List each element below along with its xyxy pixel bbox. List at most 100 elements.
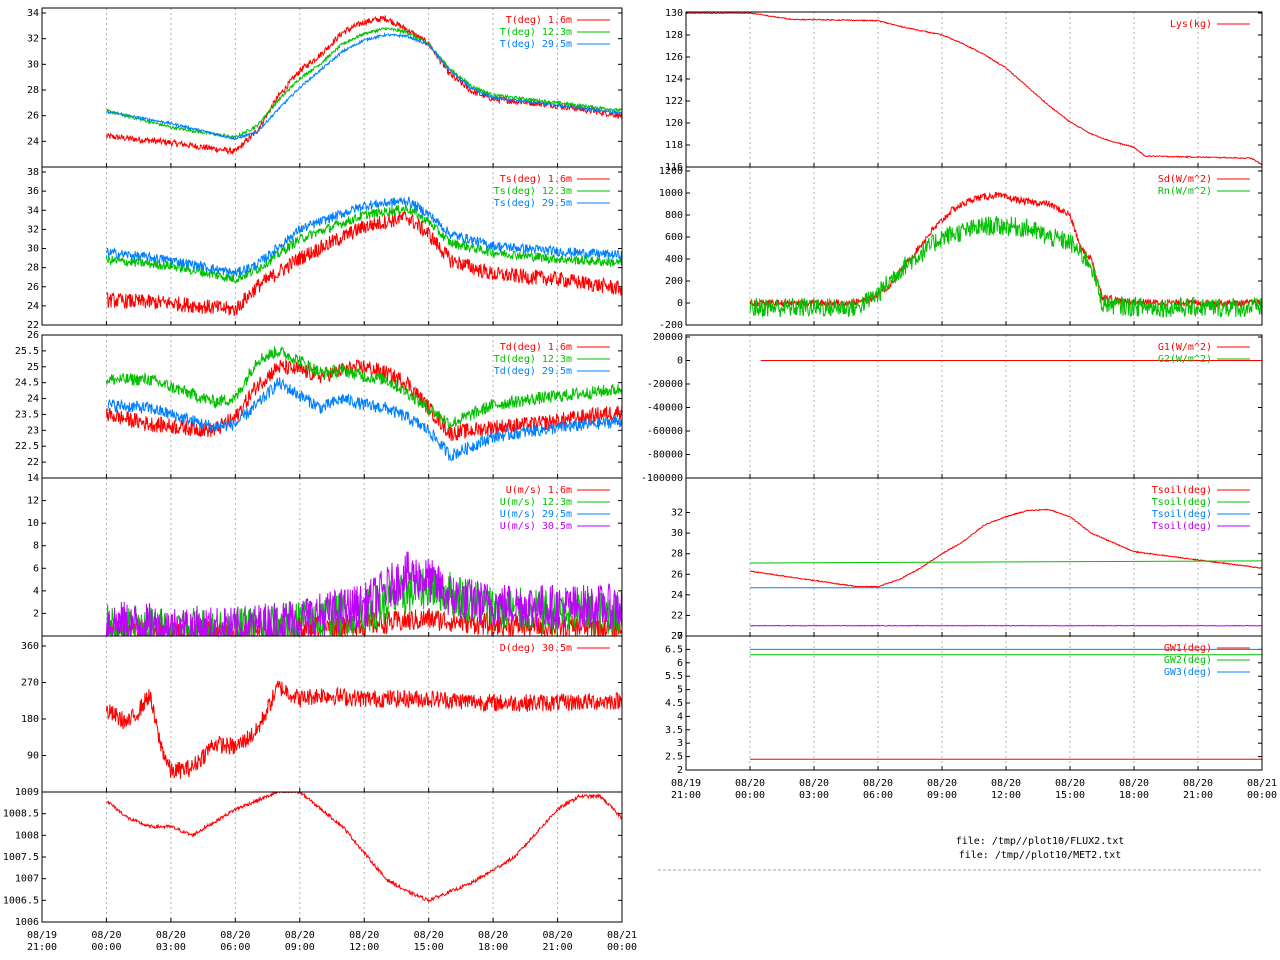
y-tick-label: 124 xyxy=(665,74,683,85)
y-tick-label: 23 xyxy=(27,425,39,436)
x-tick-date: 08/20 xyxy=(1055,778,1085,789)
legend-label: GW1(deg) xyxy=(1164,643,1212,654)
series-line-t-2 xyxy=(105,32,623,141)
y-tick-label: 800 xyxy=(665,210,683,221)
x-tick-time: 00:00 xyxy=(91,942,121,953)
y-tick-label: 26 xyxy=(27,282,39,293)
panel-tsoil: 20222426283032Tsoil(deg)Tsoil(deg)Tsoil(… xyxy=(671,477,1263,642)
y-tick-label: 1007.5 xyxy=(3,852,39,863)
y-tick-label: 26 xyxy=(27,330,39,341)
x-tick-date: 08/21 xyxy=(607,930,637,941)
y-tick-label: 24 xyxy=(27,394,39,405)
x-tick-time: 21:00 xyxy=(543,942,573,953)
panel-rad: -200 0 200 400 600 800 1000 1200 Sd(W/m^2)Rn(W/m… xyxy=(659,166,1263,331)
y-tick-label: 5.5 xyxy=(665,671,683,682)
y-tick-label: 6.5 xyxy=(665,644,683,655)
y-tick-label: 20 xyxy=(671,631,683,642)
y-tick-label: 4 xyxy=(33,586,39,597)
legend-label: U(m/s) 29.5m xyxy=(500,509,572,520)
panel-g: -100000 -80000 -60000 -40000 -20000 0 20000 G1(… xyxy=(641,332,1263,484)
legend-label: Tsoil(deg) xyxy=(1152,521,1212,532)
file-caption: file: /tmp//plot10/FLUX2.txt xyxy=(956,836,1125,847)
y-tick-label: 26 xyxy=(671,569,683,580)
x-tick-time: 03:00 xyxy=(156,942,186,953)
y-tick-label: 270 xyxy=(21,678,39,689)
y-tick-label: 24 xyxy=(671,590,683,601)
y-tick-label: 3.5 xyxy=(665,725,683,736)
legend-label: Td(deg) 12.3m xyxy=(494,354,572,365)
y-tick-label: 25 xyxy=(27,362,39,373)
series-line-ts-0 xyxy=(106,210,623,317)
y-tick-label: 22 xyxy=(27,320,39,331)
x-tick-time: 00:00 xyxy=(735,790,765,801)
legend-label: Sd(W/m^2) xyxy=(1158,174,1212,185)
legend-label: U(m/s) 30.5m xyxy=(500,521,572,532)
x-tick-date: 08/20 xyxy=(991,778,1021,789)
y-tick-label: 1008 xyxy=(15,830,39,841)
x-tick-date: 08/20 xyxy=(543,930,573,941)
x-tick-time: 00:00 xyxy=(607,942,637,953)
panel-frame xyxy=(685,635,1263,771)
series-line-u-3 xyxy=(105,551,623,638)
x-tick-date: 08/20 xyxy=(927,778,957,789)
series-line-lys-0 xyxy=(685,12,1263,166)
x-tick-date: 08/20 xyxy=(1183,778,1213,789)
y-tick-label: 34 xyxy=(27,205,39,216)
x-tick-date: 08/20 xyxy=(1119,778,1149,789)
x-tick-date: 08/20 xyxy=(156,930,186,941)
y-tick-label: 22 xyxy=(671,610,683,621)
y-tick-label: 0 xyxy=(677,356,683,367)
y-tick-label: -20000 xyxy=(647,379,683,390)
y-tick-label: 130 xyxy=(665,8,683,19)
series-line-ts-2 xyxy=(105,196,623,277)
y-tick-label: 28 xyxy=(671,549,683,560)
x-tick-time: 18:00 xyxy=(1119,790,1149,801)
y-tick-label: 2 xyxy=(677,765,683,776)
x-tick-date: 08/21 xyxy=(1247,778,1277,789)
y-tick-label: 6 xyxy=(677,658,683,669)
series-line-td-2 xyxy=(106,377,623,462)
legend-label: T(deg) 29.5m xyxy=(500,39,572,50)
y-tick-label: 3 xyxy=(677,738,683,749)
y-tick-label: 6 xyxy=(33,563,39,574)
y-tick-label: 30 xyxy=(27,244,39,255)
x-tick-time: 03:00 xyxy=(799,790,829,801)
panel-p: 1006 1006.5 1007 1007.5 1008 1008.5 1009 xyxy=(3,787,623,928)
series-line-td-1 xyxy=(105,346,623,431)
y-tick-label: 32 xyxy=(27,34,39,45)
x-tick-date: 08/20 xyxy=(91,930,121,941)
x-tick-date: 08/20 xyxy=(735,778,765,789)
file-caption: file: /tmp//plot10/MET2.txt xyxy=(959,850,1122,861)
y-tick-label: -200 xyxy=(659,320,683,331)
y-tick-label: -80000 xyxy=(647,450,683,461)
legend-label: Ts(deg) 1.6m xyxy=(500,174,572,185)
y-tick-label: 8 xyxy=(33,541,39,552)
y-tick-label: 22 xyxy=(27,457,39,468)
x-tick-date: 08/20 xyxy=(478,930,508,941)
panel-frame xyxy=(41,791,623,923)
x-tick-time: 06:00 xyxy=(220,942,250,953)
y-tick-label: 1007 xyxy=(15,874,39,885)
legend-label: Lys(kg) xyxy=(1170,19,1212,30)
y-tick-label: 25.5 xyxy=(15,346,39,357)
x-tick-time: 21:00 xyxy=(671,790,701,801)
y-tick-label: 128 xyxy=(665,30,683,41)
panel-frame xyxy=(685,11,1263,168)
legend-label: Td(deg) 1.6m xyxy=(500,342,572,353)
y-tick-label: 126 xyxy=(665,52,683,63)
y-tick-label: 1009 xyxy=(15,787,39,798)
series-line-tsoil-0 xyxy=(749,508,1263,588)
x-tick-time: 21:00 xyxy=(27,942,57,953)
x-tick-time: 09:00 xyxy=(285,942,315,953)
y-tick-label: 118 xyxy=(665,140,683,151)
legend-label: Td(deg) 29.5m xyxy=(494,366,572,377)
y-tick-label: 2.5 xyxy=(665,752,683,763)
y-tick-label: 1200 xyxy=(659,166,683,177)
x-tick-date: 08/20 xyxy=(863,778,893,789)
x-tick-time: 15:00 xyxy=(1055,790,1085,801)
y-tick-label: 5 xyxy=(677,685,683,696)
x-tick-date: 08/19 xyxy=(27,930,57,941)
y-tick-label: 7 xyxy=(677,631,683,642)
